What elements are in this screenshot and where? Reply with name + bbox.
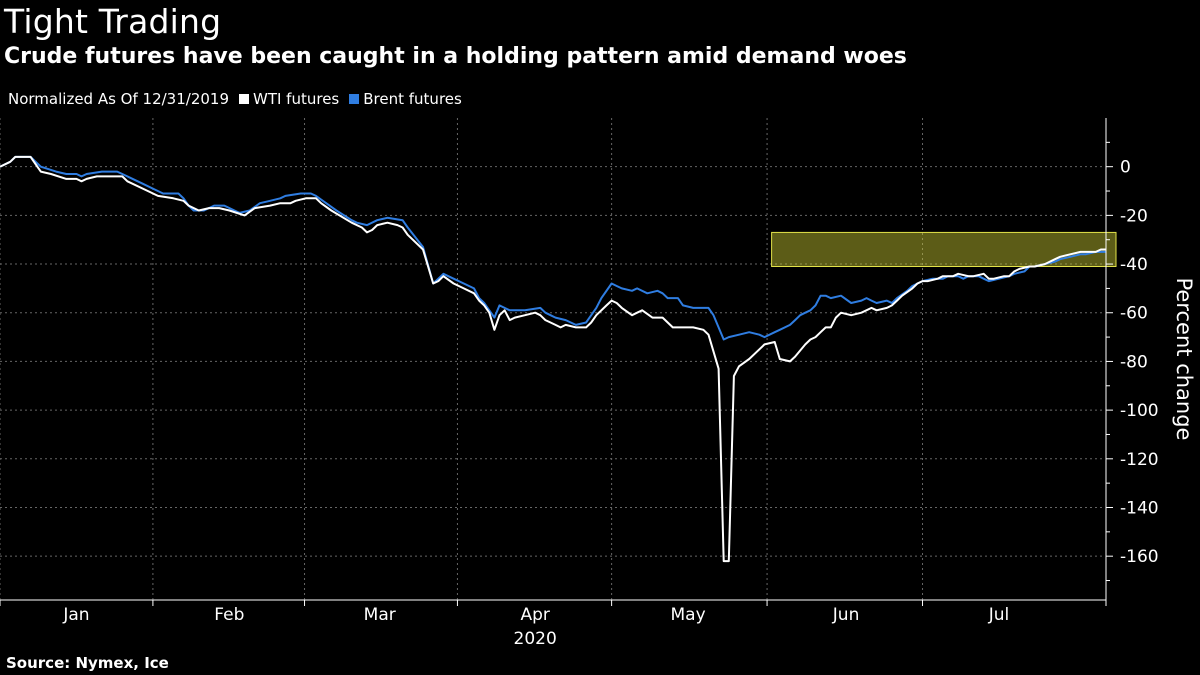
x-tick-label: Feb (214, 605, 244, 625)
legend-swatch-brent (349, 94, 360, 104)
axes (0, 118, 1113, 606)
x-tick-label: Jan (62, 605, 89, 625)
legend-label-wti: WTI futures (253, 90, 340, 108)
y-tick-label: 0 (1120, 158, 1131, 178)
y-tick-label: -120 (1120, 450, 1159, 470)
y-tick-label: -20 (1120, 206, 1148, 226)
legend-item-brent: Brent futures (349, 90, 462, 108)
highlight-box-layer (771, 231, 1117, 267)
y-tick-label: -40 (1120, 255, 1148, 275)
y-tick-label: -140 (1120, 498, 1159, 518)
y-axis-title: Percent change (1172, 278, 1196, 441)
highlight-box (771, 231, 1117, 267)
chart-subtitle: Crude futures have been caught in a hold… (4, 44, 907, 69)
legend-note: Normalized As Of 12/31/2019 (8, 90, 229, 108)
axis-labels: 0 -20 -40 -60 -80 -100 -120 -140 -160 Jan Feb Mar Ap… (62, 158, 1196, 649)
y-tick-label: -100 (1120, 401, 1159, 421)
x-axis-title: 2020 (514, 629, 557, 649)
series-layer (0, 155, 1106, 563)
legend-item-wti: WTI futures (239, 90, 339, 108)
y-tick-label: -160 (1120, 547, 1159, 567)
x-tick-label: Mar (364, 605, 396, 625)
x-tick-label: Apr (520, 605, 549, 625)
series-line-wti (0, 155, 1106, 563)
legend-swatch-wti (239, 94, 249, 104)
legend-label-brent: Brent futures (363, 90, 462, 108)
source-note: Source: Nymex, Ice (6, 654, 169, 672)
x-tick-label: May (670, 605, 705, 625)
x-tick-label: Jul (988, 605, 1010, 625)
x-tick-label: Jun (832, 605, 860, 625)
y-tick-label: -60 (1120, 304, 1148, 324)
chart-title: Tight Trading (4, 2, 222, 41)
grid-lines (0, 118, 1102, 600)
legend: Normalized As Of 12/31/2019 WTI futures … (8, 90, 472, 108)
y-tick-label: -80 (1120, 352, 1148, 372)
